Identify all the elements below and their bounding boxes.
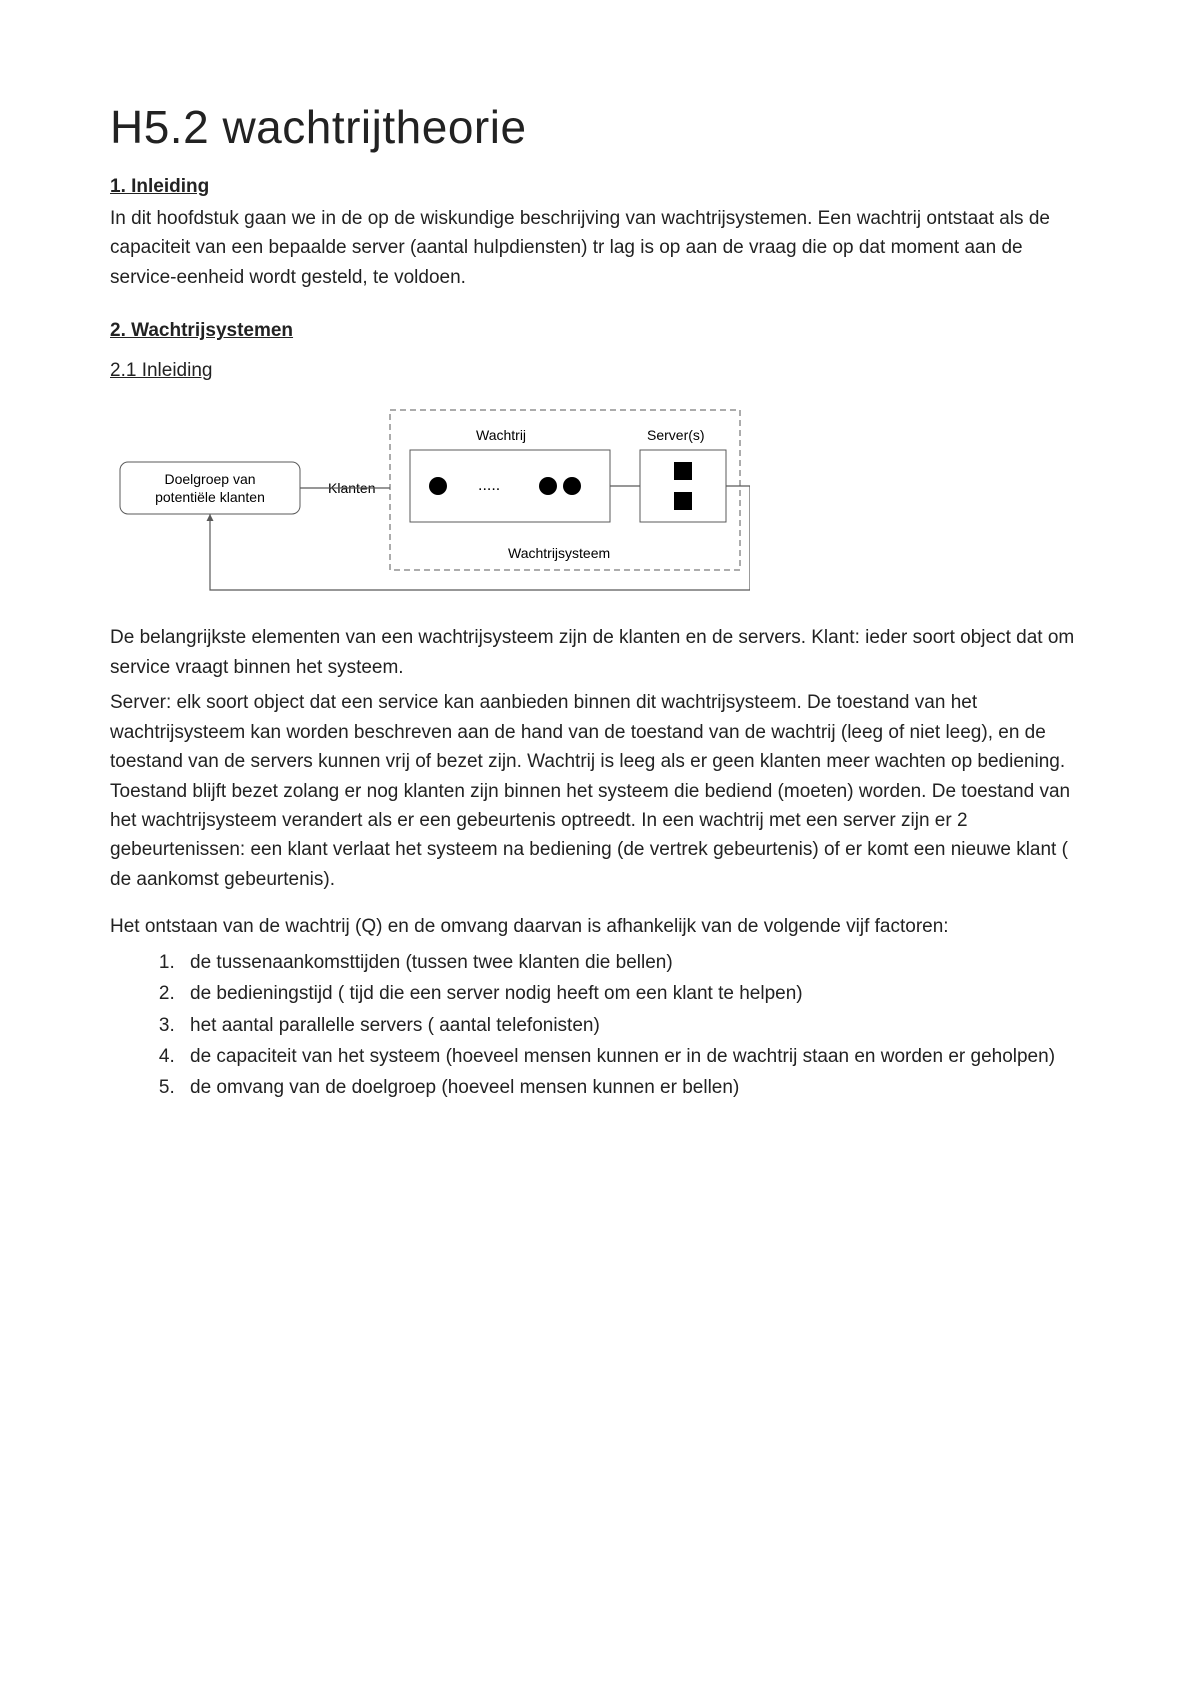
list-item: de tussenaankomsttijden (tussen twee kla…: [180, 948, 1090, 977]
list-item: het aantal parallelle servers ( aantal t…: [180, 1011, 1090, 1040]
svg-text:Wachtrijsysteem: Wachtrijsysteem: [508, 545, 610, 561]
svg-text:potentiële klanten: potentiële klanten: [155, 489, 265, 505]
page-title: H5.2 wachtrijtheorie: [110, 100, 1090, 154]
list-item: de capaciteit van het systeem (hoeveel m…: [180, 1042, 1090, 1071]
section-2-1-heading: 2.1 Inleiding: [110, 360, 1090, 382]
section-1-heading: 1. Inleiding: [110, 176, 1090, 198]
body-paragraph-3: Server: elk soort object dat een service…: [110, 688, 1090, 894]
list-item: de omvang van de doelgroep (hoeveel mens…: [180, 1073, 1090, 1102]
svg-text:Doelgroep van: Doelgroep van: [164, 471, 255, 487]
queue-system-diagram: Doelgroep vanpotentiële klantenKlantenWa…: [110, 390, 750, 605]
section-2-heading: 2. Wachtrijsystemen: [110, 320, 1090, 342]
body-paragraph-2: De belangrijkste elementen van een wacht…: [110, 623, 1090, 682]
factors-list: de tussenaankomsttijden (tussen twee kla…: [110, 948, 1090, 1103]
section-1-body: In dit hoofdstuk gaan we in de op de wis…: [110, 204, 1090, 292]
svg-text:.....: .....: [478, 477, 500, 494]
svg-text:Wachtrij: Wachtrij: [476, 427, 526, 443]
list-item: de bedieningstijd ( tijd die een server …: [180, 979, 1090, 1008]
body-paragraph-4: Het ontstaan van de wachtrij (Q) en de o…: [110, 912, 1090, 941]
svg-text:Server(s): Server(s): [647, 427, 705, 443]
